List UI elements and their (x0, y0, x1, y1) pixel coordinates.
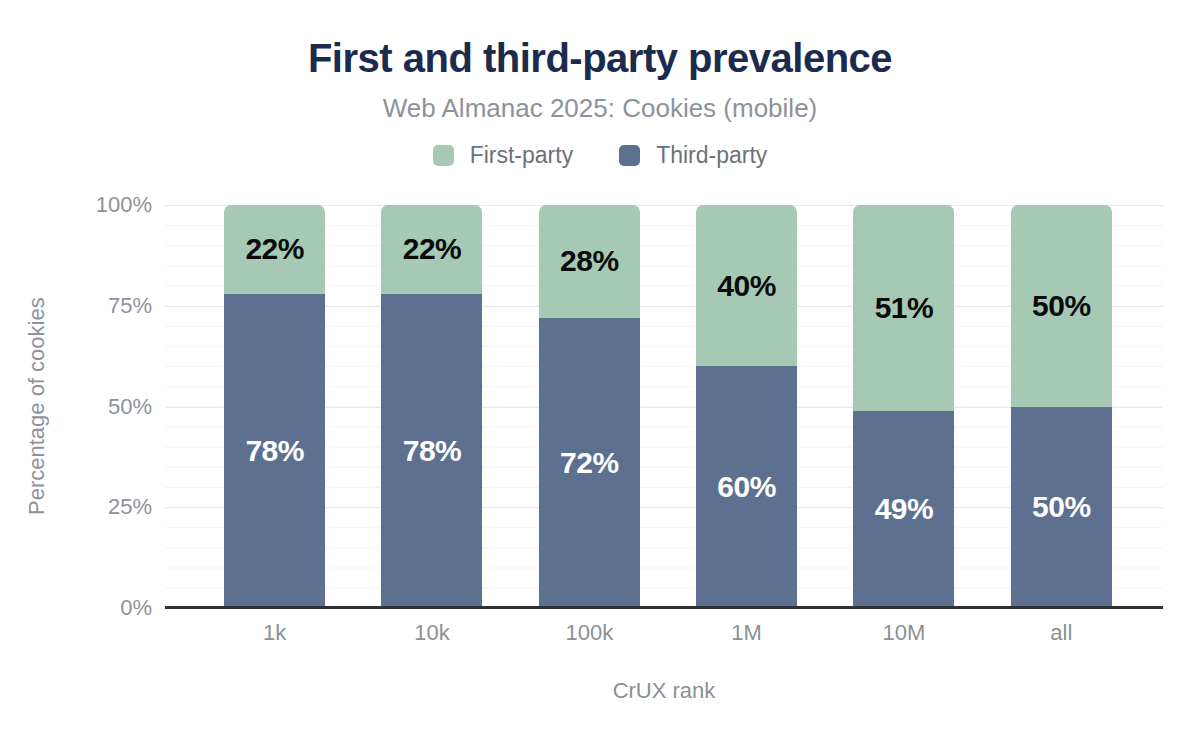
legend-label: Third-party (656, 142, 767, 169)
segment-third-party: 72% (539, 318, 640, 608)
segment-third-party: 50% (1011, 407, 1112, 609)
bar-slot-100k: 28% 72% (511, 205, 668, 608)
bar-slot-1k: 22% 78% (196, 205, 353, 608)
bar-value-label: 28% (560, 244, 619, 278)
legend-item-first-party: First-party (433, 142, 574, 169)
bar-slot-all: 50% 50% (983, 205, 1140, 608)
x-tick-label-all: all (983, 620, 1140, 646)
y-tick-label: 50% (108, 394, 152, 420)
x-tick-label-1M: 1M (668, 620, 825, 646)
bar-value-label: 22% (245, 232, 304, 266)
y-tick-label: 25% (108, 494, 152, 520)
bar-value-label: 72% (560, 446, 619, 480)
x-tick-label-1k: 1k (196, 620, 353, 646)
x-axis-line (165, 606, 1163, 609)
bar-value-label: 51% (875, 291, 934, 325)
segment-third-party: 78% (381, 294, 482, 608)
segment-first-party: 40% (696, 205, 797, 366)
legend: First-party Third-party (0, 142, 1200, 169)
bar-column-100k: 28% 72% (539, 205, 640, 608)
bar-value-label: 50% (1032, 289, 1091, 323)
y-tick-label: 75% (108, 293, 152, 319)
bar-value-label: 22% (403, 232, 462, 266)
bar-value-label: 40% (717, 269, 776, 303)
legend-swatch-icon (619, 145, 640, 166)
x-axis-title: CrUX rank (165, 678, 1163, 704)
segment-third-party: 49% (853, 411, 954, 608)
bars-container: 22% 78% 22% 78% 28% 72% 40% 60% 51% 49% 50% 50% (196, 205, 1140, 608)
bar-value-label: 50% (1032, 490, 1091, 524)
bar-slot-10M: 51% 49% (825, 205, 982, 608)
x-tick-label-10M: 10M (825, 620, 982, 646)
bar-column-1k: 22% 78% (224, 205, 325, 608)
bar-value-label: 78% (245, 434, 304, 468)
segment-third-party: 78% (224, 294, 325, 608)
legend-swatch-icon (433, 145, 454, 166)
segment-first-party: 51% (853, 205, 954, 411)
y-tick-label: 0% (120, 595, 152, 621)
x-tick-label-100k: 100k (511, 620, 668, 646)
x-axis-ticks: 1k10k100k1M10Mall (196, 620, 1140, 646)
chart-page: First and third-party prevalence Web Alm… (0, 0, 1200, 742)
bar-value-label: 78% (403, 434, 462, 468)
legend-item-third-party: Third-party (619, 142, 767, 169)
plot-area: 22% 78% 22% 78% 28% 72% 40% 60% 51% 49% 50% 50% (165, 205, 1163, 608)
legend-label: First-party (470, 142, 574, 169)
segment-first-party: 22% (381, 205, 482, 294)
bar-value-label: 60% (717, 470, 776, 504)
chart-subtitle: Web Almanac 2025: Cookies (mobile) (0, 93, 1200, 124)
bar-column-1M: 40% 60% (696, 205, 797, 608)
segment-first-party: 22% (224, 205, 325, 294)
bar-slot-1M: 40% 60% (668, 205, 825, 608)
bar-column-10k: 22% 78% (381, 205, 482, 608)
bar-value-label: 49% (875, 492, 934, 526)
bar-column-all: 50% 50% (1011, 205, 1112, 608)
segment-first-party: 50% (1011, 205, 1112, 407)
x-tick-label-10k: 10k (353, 620, 510, 646)
y-tick-label: 100% (96, 192, 152, 218)
segment-first-party: 28% (539, 205, 640, 318)
segment-third-party: 60% (696, 366, 797, 608)
bar-slot-10k: 22% 78% (353, 205, 510, 608)
chart-title: First and third-party prevalence (0, 0, 1200, 81)
bar-column-10M: 51% 49% (853, 205, 954, 608)
y-axis-ticks: 0%25%50%75%100% (0, 205, 152, 608)
